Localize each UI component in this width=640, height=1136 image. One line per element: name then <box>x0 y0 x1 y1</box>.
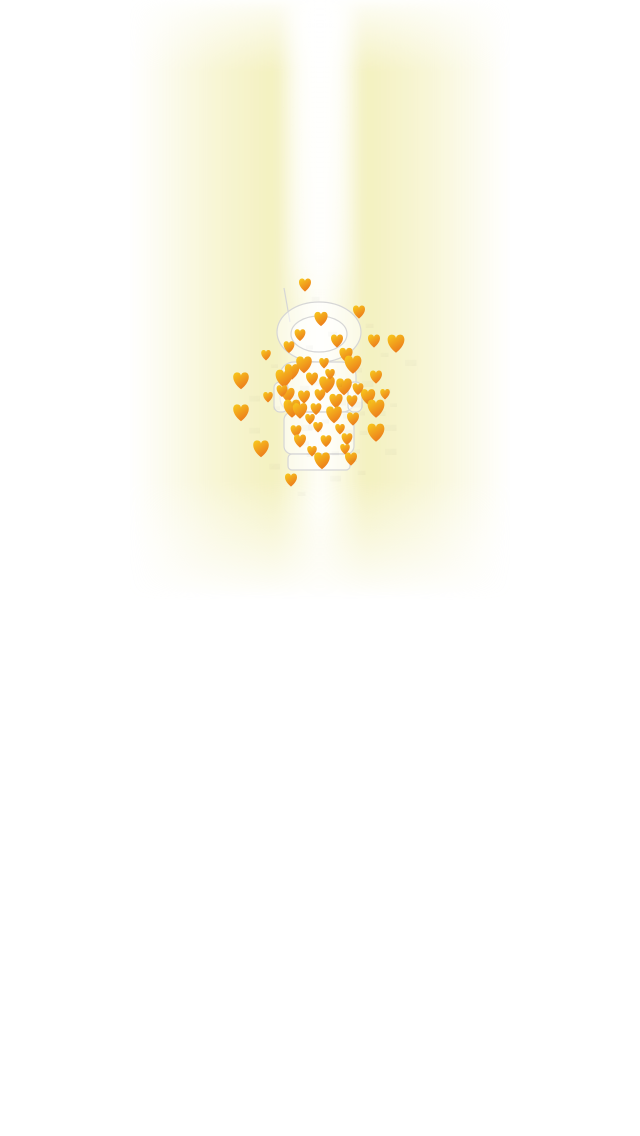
heart-icon <box>283 341 295 354</box>
heart-icon <box>367 399 385 418</box>
heart-icon <box>305 414 315 425</box>
heart-icon <box>387 334 405 353</box>
heart-icon <box>326 406 342 424</box>
heart-icon <box>296 356 312 374</box>
heart-icon <box>285 473 297 487</box>
heart-icon <box>335 424 345 435</box>
heart-icon <box>346 395 358 408</box>
heart-icon <box>336 378 352 396</box>
heart-icon <box>370 370 382 384</box>
heart-icon <box>307 446 317 457</box>
heart-icon <box>314 389 326 402</box>
heart-icon <box>352 383 364 396</box>
heart-icon <box>345 452 357 466</box>
heart-icon <box>310 403 322 416</box>
heart-icon <box>299 278 311 292</box>
heart-icon <box>325 369 335 380</box>
heart-icon <box>275 369 293 388</box>
heart-icon <box>319 376 335 394</box>
heart-icon <box>314 311 328 327</box>
heart-icon <box>331 334 343 348</box>
heart-icon <box>233 372 249 390</box>
light-beam-core <box>292 0 348 320</box>
heart-icon <box>261 350 271 361</box>
heart-icon <box>340 444 350 455</box>
heart-icon <box>253 440 269 458</box>
heart-icon <box>341 433 353 446</box>
heart-icon <box>344 355 362 374</box>
heart-icon <box>292 403 308 419</box>
heart-icon <box>263 392 273 403</box>
heart-icon <box>368 334 380 348</box>
heart-icon <box>347 412 359 426</box>
heart-icon <box>367 423 385 442</box>
heart-icon <box>380 389 390 400</box>
heart-icon <box>294 329 306 342</box>
heart-icon <box>298 390 310 404</box>
heart-icon <box>329 393 343 409</box>
heart-icon <box>319 358 329 369</box>
heart-icon <box>233 404 249 422</box>
heart-icon <box>290 425 302 438</box>
heart-icon <box>313 422 323 433</box>
heart-icon <box>314 452 330 470</box>
heart-icon <box>276 385 288 398</box>
heart-icon <box>353 305 365 319</box>
heart-icon <box>306 372 318 386</box>
heart-icon <box>294 434 306 448</box>
heart-icon <box>320 435 332 448</box>
